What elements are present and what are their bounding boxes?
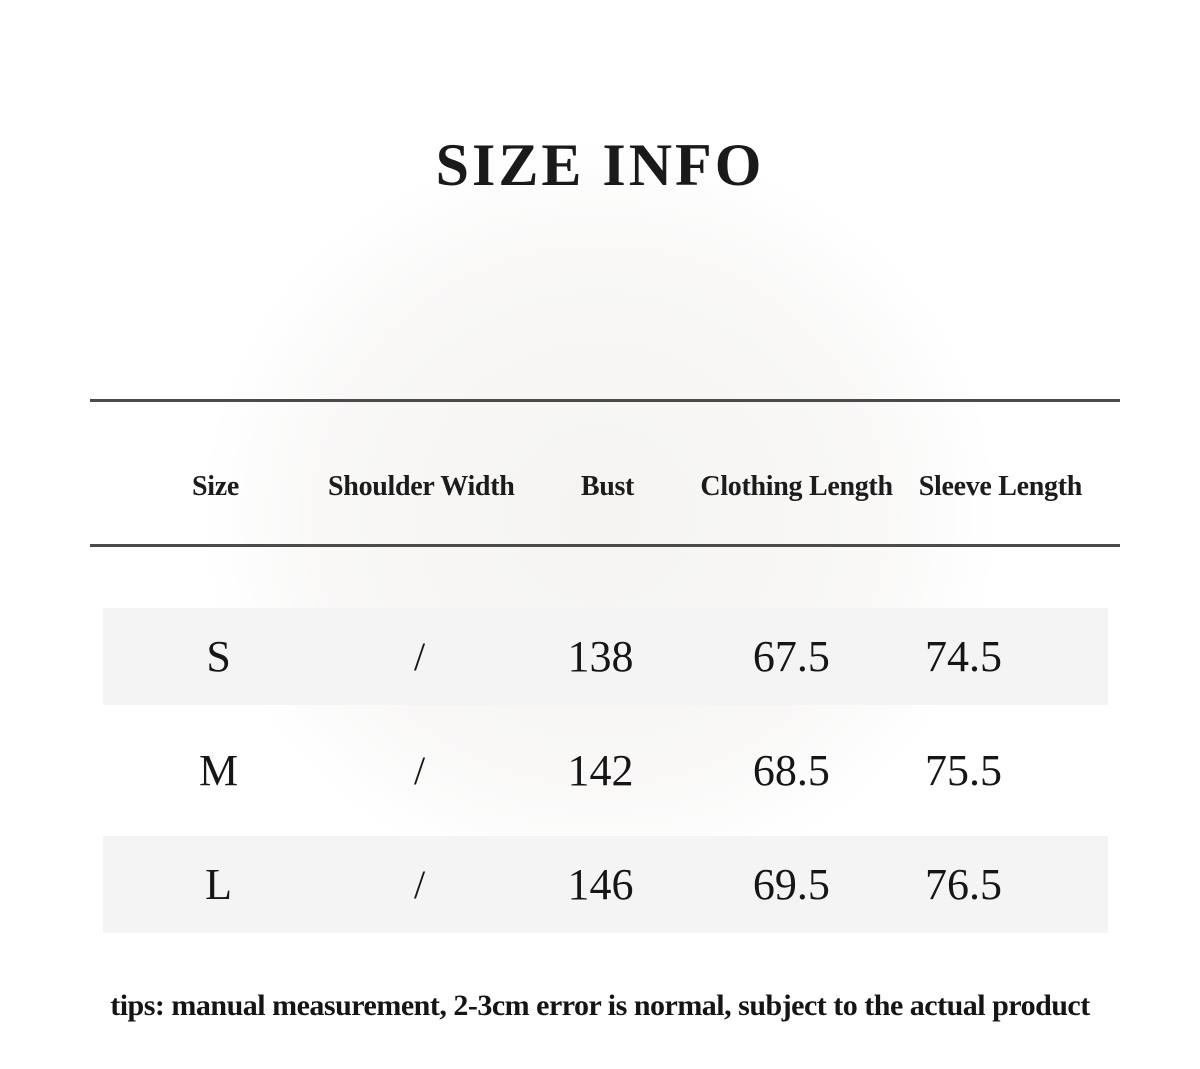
column-header-size: Size: [192, 471, 240, 502]
sleeve-length-cell: 74.5: [924, 632, 1002, 681]
sleeve-length-cell: 75.5: [924, 746, 1002, 795]
table-row-s: S / 138 67.5 74.5: [103, 608, 1108, 705]
size-cell: S: [206, 632, 231, 681]
shoulder-width-cell: /: [414, 748, 426, 793]
clothing-length-cell: 69.5: [752, 860, 830, 909]
table-top-rule: [90, 399, 1120, 402]
size-cell: L: [205, 860, 233, 909]
column-header-clothing-length: Clothing Length: [700, 471, 893, 502]
shoulder-width-cell: /: [414, 862, 426, 907]
table-row-l: L / 146 69.5 76.5: [103, 836, 1108, 933]
bust-cell: 142: [567, 746, 634, 795]
page-title: SIZE INFO: [435, 132, 765, 198]
tips-note: tips: manual measurement, 2-3cm error is…: [110, 989, 1090, 1022]
clothing-length-cell: 67.5: [752, 632, 830, 681]
column-header-shoulder-width: Shoulder Width: [328, 471, 515, 502]
column-header-sleeve-length: Sleeve Length: [918, 471, 1083, 502]
header-divider-rule: [90, 544, 1120, 547]
bust-cell: 146: [567, 860, 634, 909]
shoulder-width-cell: /: [414, 634, 426, 679]
table-header-row: Size Shoulder Width Bust Clothing Length…: [103, 402, 1108, 544]
column-header-bust: Bust: [580, 471, 635, 502]
clothing-length-cell: 68.5: [752, 746, 830, 795]
size-cell: M: [199, 746, 239, 795]
bust-cell: 138: [567, 632, 634, 681]
size-table-body: S / 138 67.5 74.5 M / 142 68.5 75.5 L / …: [103, 608, 1108, 933]
table-row-m: M / 142 68.5 75.5: [103, 722, 1108, 819]
sleeve-length-cell: 76.5: [924, 860, 1002, 909]
